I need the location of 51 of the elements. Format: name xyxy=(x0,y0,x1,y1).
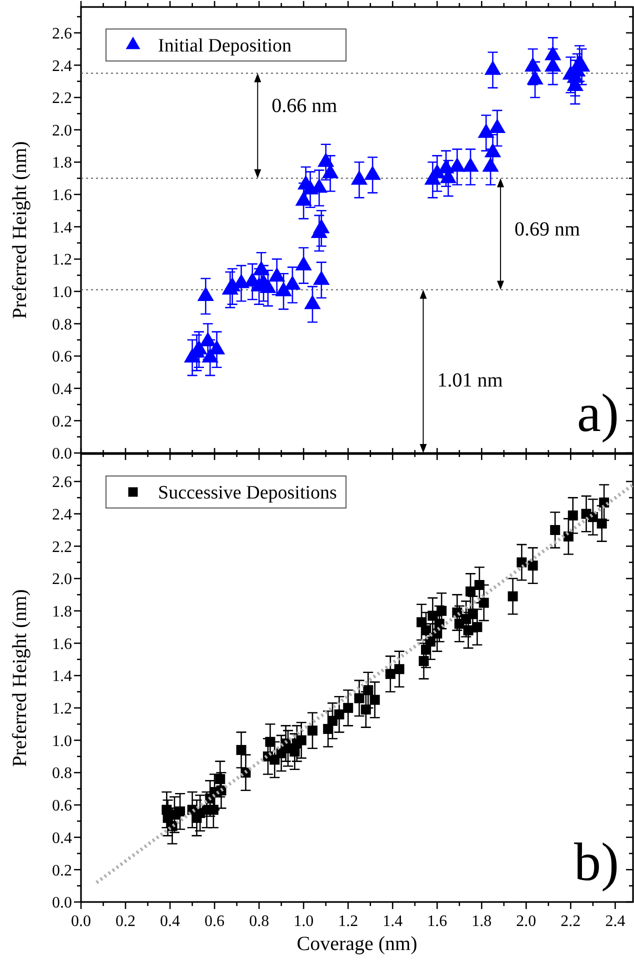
y-tick-label: 0.2 xyxy=(52,862,72,880)
y-tick-label: 2.4 xyxy=(52,506,72,524)
y-tick-label: 1.8 xyxy=(52,154,72,172)
y-axis-title: Preferred Height (nm) xyxy=(9,589,31,767)
y-tick-label: 2.6 xyxy=(52,474,72,492)
annotation: b) xyxy=(574,832,619,892)
y-tick-label: 1.2 xyxy=(52,252,72,269)
x-tick-label: 2.4 xyxy=(605,913,626,930)
y-tick-label: 1.0 xyxy=(52,284,72,302)
y-tick-label: 1.0 xyxy=(52,732,72,750)
y-tick-label: 0.8 xyxy=(52,765,72,782)
y-tick-label: 2.2 xyxy=(52,538,72,556)
x-tick-label: 0.6 xyxy=(204,913,225,930)
y-tick-label: 2.2 xyxy=(52,90,72,108)
x-tick-label: 0.8 xyxy=(249,913,270,930)
y-tick-label: 0.0 xyxy=(52,894,72,912)
x-tick-label: 1.6 xyxy=(427,913,448,930)
y-tick-label: 0.6 xyxy=(52,348,72,366)
x-tick-label: 1.4 xyxy=(382,913,403,930)
annotation: 0.66 nm xyxy=(272,94,338,117)
y-tick-label: 0.6 xyxy=(52,798,72,815)
y-tick-label: 0.8 xyxy=(52,316,72,334)
y-tick-label: 2.0 xyxy=(52,571,72,588)
x-tick-label: 1.2 xyxy=(338,913,358,930)
y-tick-label: 0.0 xyxy=(52,446,72,463)
y-tick-label: 2.0 xyxy=(52,122,72,140)
y-tick-label: 2.4 xyxy=(52,58,72,75)
y-tick-label: 0.4 xyxy=(52,380,72,398)
x-tick-label: 0.2 xyxy=(116,913,136,930)
y-tick-label: 0.4 xyxy=(52,830,72,847)
y-tick-label: 1.2 xyxy=(52,700,72,718)
legend-label: Successive Depositions xyxy=(158,482,337,504)
y-tick-label: 1.4 xyxy=(52,219,72,236)
y-tick-label: 0.2 xyxy=(52,413,72,430)
legend-label: Initial Deposition xyxy=(158,36,292,57)
annotation: 1.01 nm xyxy=(437,370,504,392)
y-tick-label: 1.6 xyxy=(52,636,72,653)
x-tick-label: 0.0 xyxy=(71,913,91,930)
y-tick-label: 2.6 xyxy=(52,25,72,42)
x-tick-label: 2.2 xyxy=(560,913,581,930)
x-tick-label: 1.0 xyxy=(294,913,314,930)
y-tick-label: 1.6 xyxy=(52,187,72,204)
x-tick-label: 0.4 xyxy=(160,913,180,930)
x-axis-title: Coverage (nm) xyxy=(296,933,418,955)
x-tick-label: 2.0 xyxy=(516,913,536,930)
y-tick-label: 1.8 xyxy=(52,603,72,620)
y-axis-title: Preferred Height (nm) xyxy=(9,141,31,319)
annotation: a) xyxy=(577,383,619,443)
annotation: 0.69 nm xyxy=(514,218,581,240)
x-tick-label: 1.8 xyxy=(472,913,492,930)
y-tick-label: 1.4 xyxy=(52,668,72,686)
